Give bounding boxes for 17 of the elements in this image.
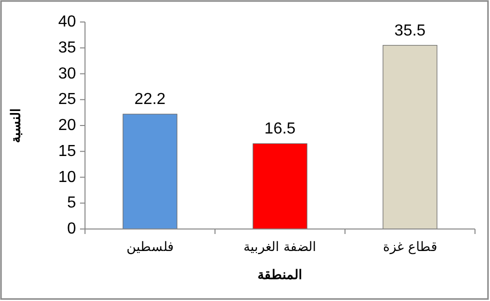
data-label: 22.2 <box>134 91 166 108</box>
data-label: 35.5 <box>394 22 426 40</box>
y-tick-label: 30 <box>58 65 76 82</box>
y-tick-label: 5 <box>67 194 76 212</box>
y-axis-title: النسبة <box>8 108 23 143</box>
x-tick-label: فلسطين <box>126 239 174 255</box>
x-axis-title: المنطقة <box>258 267 302 282</box>
y-tick-label: 25 <box>58 91 76 108</box>
x-tick-label: قطاع غزة <box>383 239 437 255</box>
y-tick-label: 15 <box>58 142 76 160</box>
y-tick-label: 35 <box>58 39 76 56</box>
y-tick-label: 20 <box>58 117 76 134</box>
y-tick-label: 0 <box>67 220 76 238</box>
data-label: 16.5 <box>264 120 296 138</box>
y-tick-label: 10 <box>58 168 76 186</box>
y-tick-label: 40 <box>58 14 76 30</box>
x-tick-label: الضفة الغربية <box>244 239 316 255</box>
